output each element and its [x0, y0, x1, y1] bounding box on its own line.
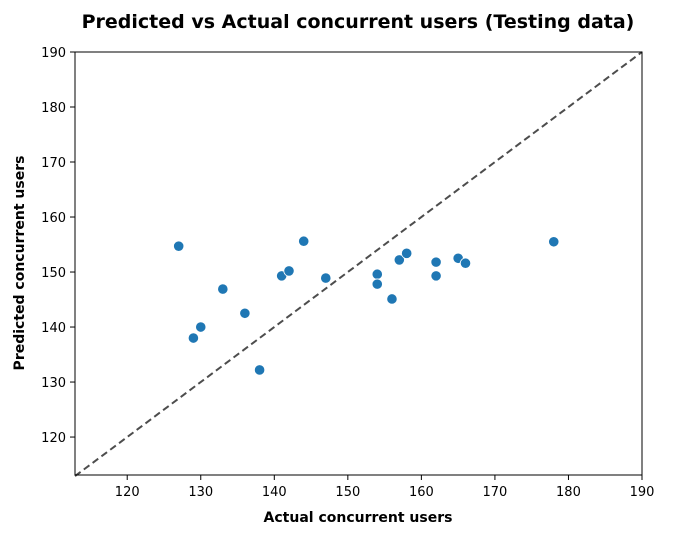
- data-point: [195, 321, 207, 333]
- y-tick-label: 180: [41, 101, 66, 116]
- x-tick-label: 170: [483, 485, 508, 500]
- y-tick-label: 160: [41, 211, 66, 226]
- x-tick-label: 160: [409, 485, 434, 500]
- data-point: [298, 235, 310, 247]
- y-tick-label: 130: [41, 376, 66, 391]
- data-point: [401, 247, 413, 259]
- y-tick-label: 170: [41, 156, 66, 171]
- data-point: [173, 240, 185, 252]
- x-tick-label: 150: [335, 485, 360, 500]
- data-point: [253, 364, 266, 376]
- data-point: [430, 256, 442, 268]
- identity-reference-line: [74, 51, 643, 477]
- data-point: [371, 268, 383, 280]
- x-tick-label: 120: [115, 485, 140, 500]
- data-point: [187, 332, 200, 344]
- data-point: [459, 257, 472, 269]
- y-axis-label: Predicted concurrent users: [12, 156, 28, 371]
- y-tick-label: 120: [41, 431, 66, 446]
- y-tick-label: 140: [41, 321, 66, 336]
- data-point: [320, 272, 332, 284]
- data-point: [217, 283, 229, 295]
- data-point: [283, 265, 295, 277]
- y-tick-label: 150: [41, 266, 66, 281]
- data-point: [393, 254, 405, 266]
- chart-title: Predicted vs Actual concurrent users (Te…: [82, 11, 635, 33]
- x-tick-label: 140: [262, 485, 287, 500]
- x-axis-label: Actual concurrent users: [264, 510, 453, 526]
- data-point: [430, 270, 442, 282]
- data-point: [239, 307, 251, 319]
- x-tick-label: 190: [630, 485, 655, 500]
- x-tick-label: 180: [556, 485, 581, 500]
- x-tick-label: 130: [188, 485, 213, 500]
- plot-frame: [74, 51, 643, 476]
- data-point: [386, 293, 398, 305]
- data-point: [548, 236, 560, 248]
- data-point: [371, 278, 383, 290]
- y-tick-label: 190: [41, 46, 66, 61]
